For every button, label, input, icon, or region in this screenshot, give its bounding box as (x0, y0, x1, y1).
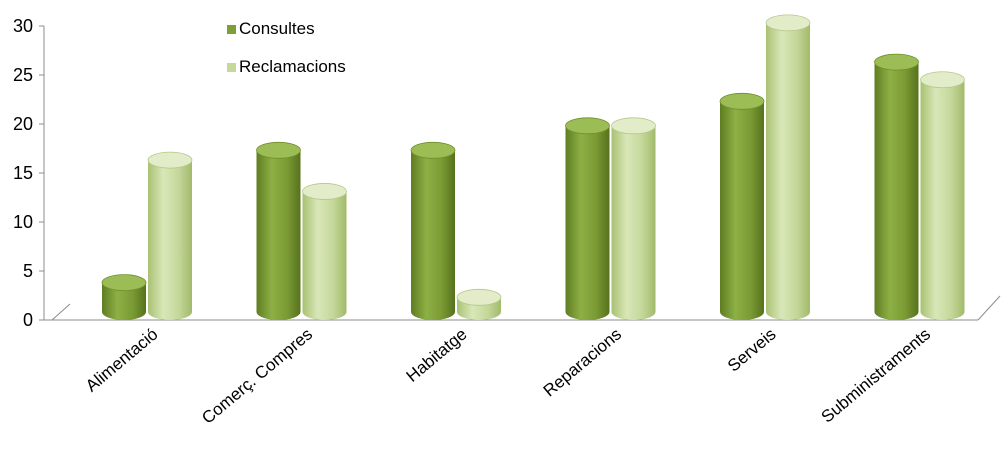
legend-label: Reclamacions (239, 57, 346, 76)
bar-consultes-3 (565, 117, 610, 320)
bar-body (920, 79, 965, 321)
bar-top (920, 71, 965, 89)
bar-body (766, 22, 810, 321)
legend-label: Consultes (239, 19, 315, 38)
bar-body (302, 191, 347, 320)
x-tick-label: Alimentació (82, 325, 162, 396)
bar-body (611, 125, 656, 320)
y-tick-label: 5 (23, 261, 33, 281)
bar-reclamacions-1 (302, 183, 347, 320)
legend: Consultes Reclamacions (227, 19, 346, 76)
legend-swatch (227, 25, 236, 34)
x-tick-label: Serveis (724, 325, 780, 376)
y-tick-label: 20 (13, 114, 33, 134)
x-tick-label: Comerç. Compres (198, 325, 316, 428)
bar-top (565, 117, 610, 135)
x-tick-label: Reparacions (540, 325, 625, 401)
bar-top (302, 183, 347, 200)
bar-reclamacions-3 (611, 117, 656, 320)
x-tick-label: Habitatge (403, 325, 471, 386)
bar-body (874, 62, 919, 320)
bar-consultes-2 (410, 141, 456, 320)
bars (101, 14, 965, 321)
bar-body (256, 150, 301, 320)
floor-edge-left (51, 303, 71, 321)
bar-top (611, 117, 656, 135)
x-tick-label: Subministraments (818, 325, 934, 427)
bar-consultes-4 (719, 92, 765, 320)
y-tick-labels: 0 5 10 15 20 25 30 (13, 16, 44, 330)
bar-body (565, 125, 610, 320)
floor-edge-right (977, 295, 1001, 321)
y-tick-label: 15 (13, 163, 33, 183)
bar-reclamacions-0 (147, 151, 193, 320)
x-tick-labels: Alimentació Comerç. Compres Habitatge Repar… (82, 325, 934, 428)
bar-reclamacions-5 (920, 71, 965, 321)
legend-swatch (227, 63, 236, 72)
bar-consultes-0 (101, 274, 147, 320)
y-tick-label: 25 (13, 65, 33, 85)
bar-top (719, 92, 765, 110)
bar-top (147, 151, 193, 169)
bar-body (411, 150, 455, 320)
bar-body (102, 282, 146, 320)
y-tick-label: 30 (13, 16, 33, 36)
bar-body (148, 160, 192, 320)
y-tick-label: 0 (23, 310, 33, 330)
bar-body (720, 101, 764, 320)
bar-consultes-5 (874, 53, 919, 320)
bar-top (765, 14, 811, 32)
bar-top (410, 141, 456, 159)
y-tick-label: 10 (13, 212, 33, 232)
bar-reclamacions-2 (456, 288, 502, 320)
bar-top (256, 141, 301, 159)
bar-top (874, 53, 919, 71)
bar-top (456, 288, 502, 306)
bar-consultes-1 (256, 141, 301, 320)
bar-top (101, 274, 147, 292)
bar-reclamacions-4 (765, 14, 811, 321)
